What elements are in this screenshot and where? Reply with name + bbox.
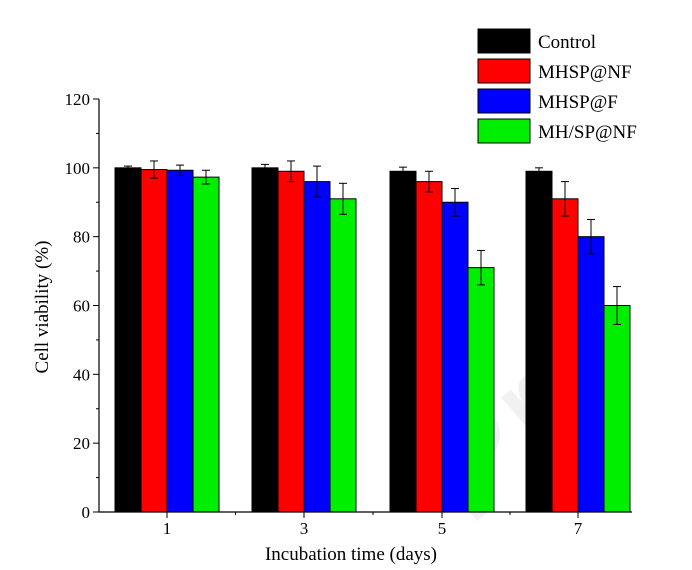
y-tick-label: 20 <box>73 434 90 453</box>
y-axis-label: Cell viability (%) <box>32 241 53 374</box>
legend-label: Control <box>538 32 596 53</box>
bar-mhsp-nf-day-1 <box>140 169 168 513</box>
y-tick-label: 100 <box>65 159 91 178</box>
y-tick-label: 0 <box>82 503 91 522</box>
bar-mhsp-f-day-3 <box>303 181 331 513</box>
x-tick-label: 1 <box>163 519 172 538</box>
y-tick-label: 60 <box>73 297 90 316</box>
y-tick-label: 120 <box>65 90 91 109</box>
legend-label: MHSP@NF <box>538 62 632 83</box>
x-axis-label: Incubation time (days) <box>265 544 437 565</box>
bar-mh-sp-nf-day-5 <box>467 267 495 513</box>
legend-swatch <box>477 58 531 84</box>
bar-control-day-5 <box>389 170 417 513</box>
bar-mhsp-f-day-1 <box>166 169 194 513</box>
bar-mhsp-nf-day-5 <box>415 181 443 513</box>
legend-swatch <box>477 88 531 114</box>
plot-area <box>114 160 631 513</box>
axes: 0 20 40 60 80 100 120 1 3 5 7 <box>65 90 632 538</box>
bar-mhsp-f-day-5 <box>441 201 469 513</box>
legend-swatch <box>477 118 531 144</box>
bar-mhsp-nf-day-7 <box>551 198 579 513</box>
legend: Control MHSP@NF MHSP@F MH/SP@NF <box>474 25 670 149</box>
bar-mh-sp-nf-day-3 <box>329 198 357 513</box>
bar-mhsp-f-day-7 <box>577 236 605 513</box>
legend-label: MHSP@F <box>538 92 618 113</box>
x-tick-label: 3 <box>300 519 309 538</box>
x-tick-label: 7 <box>574 519 583 538</box>
legend-label: MH/SP@NF <box>538 122 637 143</box>
x-tick-label: 5 <box>438 519 447 538</box>
bar-mh-sp-nf-day-1 <box>192 176 220 513</box>
bar-mh-sp-nf-day-7 <box>603 305 631 513</box>
y-tick-label: 40 <box>73 365 90 384</box>
legend-swatch <box>477 28 531 54</box>
bar-mhsp-nf-day-3 <box>277 170 305 513</box>
bar-control-day-3 <box>251 167 279 513</box>
bar-control-day-7 <box>525 170 553 513</box>
bar-control-day-1 <box>114 167 142 513</box>
y-tick-label: 80 <box>73 228 90 247</box>
